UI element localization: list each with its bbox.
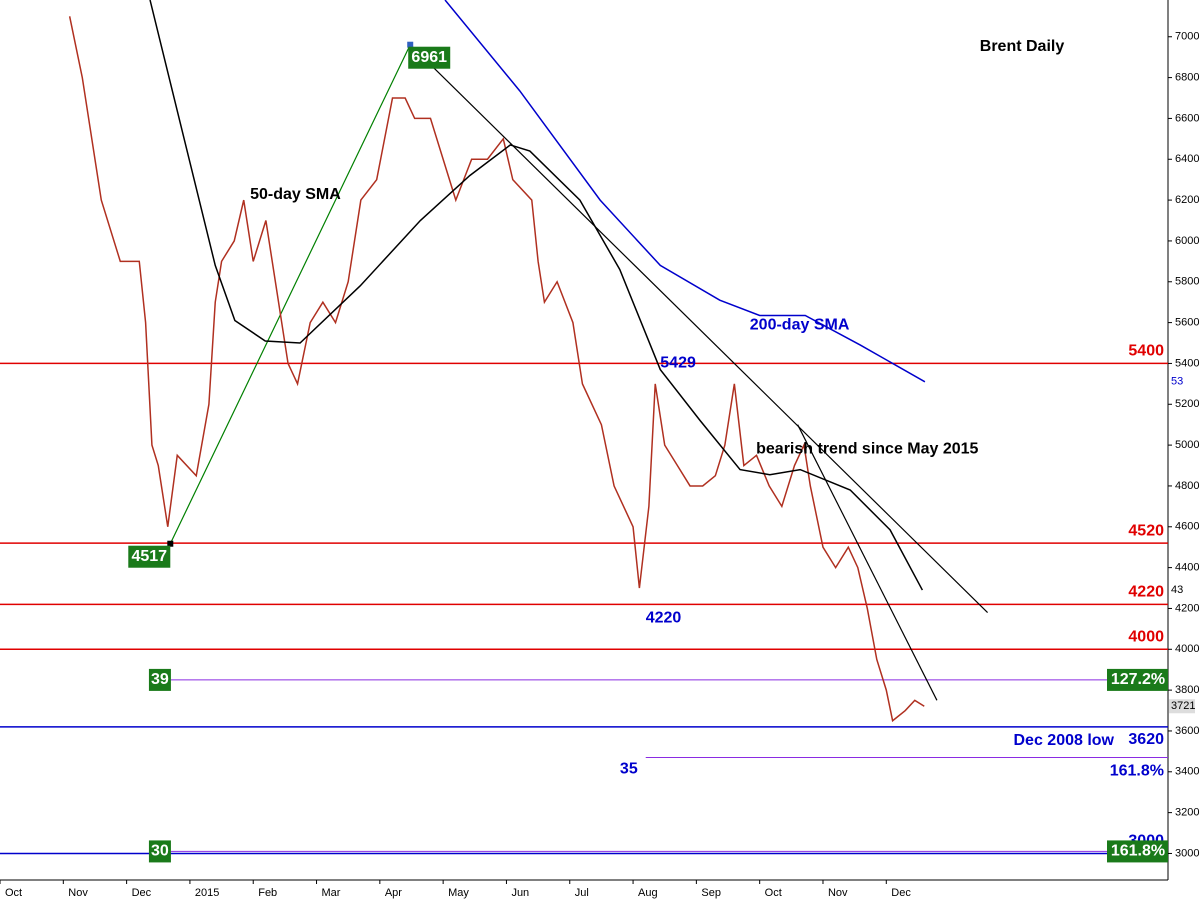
y-tick-label: 5200 (1175, 398, 1199, 410)
fib-tag: 39 (151, 671, 169, 688)
x-tick-label: Dec (891, 887, 911, 899)
trendline (169, 44, 411, 544)
y-tick-label: 7000 (1175, 31, 1199, 43)
fib-tag: 35 (620, 761, 638, 778)
annotation-label: 4220 (646, 610, 682, 627)
level-label: 4520 (1128, 522, 1164, 539)
y-tick-label: 3400 (1175, 766, 1199, 778)
x-tick-label: Oct (5, 887, 22, 899)
level-label: 3620 (1128, 731, 1164, 748)
annotation-point (167, 540, 174, 547)
x-tick-label: 2015 (195, 887, 219, 899)
x-tick-label: Apr (385, 887, 402, 899)
axis-tag: 3721 (1171, 700, 1195, 712)
level-label: 4000 (1128, 628, 1164, 645)
fib-tag-box (148, 668, 171, 691)
trendline (797, 424, 938, 701)
y-tick-label: 5600 (1175, 317, 1199, 329)
x-tick-label: Nov (68, 887, 88, 899)
fib-tag-box (148, 840, 171, 863)
y-tick-label: 6000 (1175, 235, 1199, 247)
x-tick-label: Jun (511, 887, 529, 899)
y-tick-label: 5800 (1175, 276, 1199, 288)
axis-tag-box (1169, 699, 1195, 714)
series-line (149, 0, 924, 591)
x-tick-label: Feb (258, 887, 277, 899)
y-tick-label: 6400 (1175, 153, 1199, 165)
x-tick-label: Mar (322, 887, 341, 899)
annotation-label: 4517 (131, 548, 167, 565)
x-tick-label: Oct (765, 887, 782, 899)
chart-title: Brent Daily (980, 38, 1065, 55)
y-tick-label: 4400 (1175, 562, 1199, 574)
y-tick-label: 3800 (1175, 684, 1199, 696)
y-tick-label: 6600 (1175, 112, 1199, 124)
x-tick-label: May (448, 887, 469, 899)
y-tick-label: 3200 (1175, 807, 1199, 819)
y-tick-label: 3000 (1175, 847, 1199, 859)
y-tick-label: 4200 (1175, 602, 1199, 614)
y-tick-label: 3600 (1175, 725, 1199, 737)
fib-tag: 30 (151, 843, 169, 860)
annotation-point (407, 41, 414, 48)
fib-label: 161.8% (1110, 763, 1164, 780)
y-tick-label: 4800 (1175, 480, 1199, 492)
fib-label-box (1107, 668, 1168, 691)
x-tick-label: Jul (575, 887, 589, 899)
annotation-box (408, 46, 451, 69)
annotation-label: 6961 (411, 49, 447, 66)
y-tick-label: 6200 (1175, 194, 1199, 206)
annotation-box (128, 545, 171, 568)
series-label: 200-day SMA (750, 316, 850, 333)
fib-label: 127.2% (1111, 671, 1165, 688)
series-line (68, 16, 925, 723)
series-line (444, 0, 926, 383)
y-tick-label: 4600 (1175, 521, 1199, 533)
annotation-label: 5429 (660, 355, 696, 372)
fib-label-box (1107, 840, 1168, 863)
axis-tag: 43 (1171, 584, 1183, 596)
level-note: Dec 2008 low (1014, 732, 1115, 749)
y-tick-label: 6800 (1175, 71, 1199, 83)
level-label: 5400 (1128, 343, 1164, 360)
annotation-label: bearish trend since May 2015 (756, 440, 978, 457)
x-tick-label: Sep (701, 887, 721, 899)
y-tick-label: 5400 (1175, 357, 1199, 369)
fib-label: 161.8% (1111, 843, 1165, 860)
x-tick-label: Aug (638, 887, 658, 899)
y-tick-label: 5000 (1175, 439, 1199, 451)
series-label: 50-day SMA (250, 186, 341, 203)
y-tick-label: 4000 (1175, 643, 1199, 655)
level-label: 4220 (1128, 584, 1164, 601)
axis-tag: 53 (1171, 376, 1183, 388)
x-tick-label: Dec (132, 887, 152, 899)
trendline (409, 44, 988, 613)
x-tick-label: Nov (828, 887, 848, 899)
